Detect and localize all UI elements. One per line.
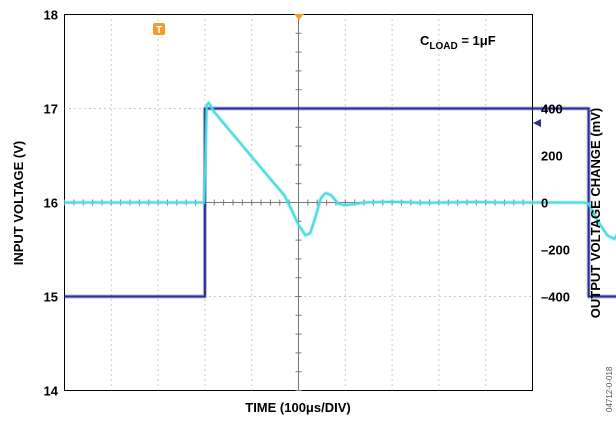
y-left-axis-title: INPUT VOLTAGE (V) <box>11 141 26 265</box>
left-tick-label: 18 <box>44 8 58 23</box>
figure-code: 04712-0-018 <box>605 366 614 412</box>
right-tick-label: 0 <box>541 196 548 211</box>
left-tick-label: 17 <box>44 102 58 117</box>
trigger-marker-label: T <box>156 25 162 36</box>
load-annotation-sub: LOAD <box>429 41 457 52</box>
left-tick-label: 15 <box>44 290 58 305</box>
x-axis-title: TIME (100μs/DIV) <box>245 400 350 415</box>
right-tick-label: –200 <box>541 243 570 258</box>
left-tick-label: 16 <box>44 196 58 211</box>
load-annotation-rest: = 1μF <box>458 33 496 48</box>
load-annotation-main: C <box>420 33 430 48</box>
trigger-marker: T <box>153 23 165 36</box>
series-line-1 <box>64 101 616 240</box>
markers: T <box>153 14 541 127</box>
right-tick-label: 400 <box>541 102 563 117</box>
series-line-0 <box>64 107 616 298</box>
load-annotation: CLOAD = 1μF <box>420 33 496 52</box>
trigger-position-icon <box>294 14 304 20</box>
reference-level-icon <box>533 119 541 127</box>
right-tick-labels: 400 200 0 –200 –400 <box>541 102 570 305</box>
right-tick-label: –400 <box>541 290 570 305</box>
y-right-axis-title: OUTPUT VOLTAGE CHANGE (mV) <box>588 108 603 318</box>
series-layer <box>64 100 616 299</box>
right-tick-label: 200 <box>541 149 563 164</box>
left-tick-label: 14 <box>44 384 59 399</box>
left-tick-labels: 14 15 16 17 18 <box>44 8 59 399</box>
